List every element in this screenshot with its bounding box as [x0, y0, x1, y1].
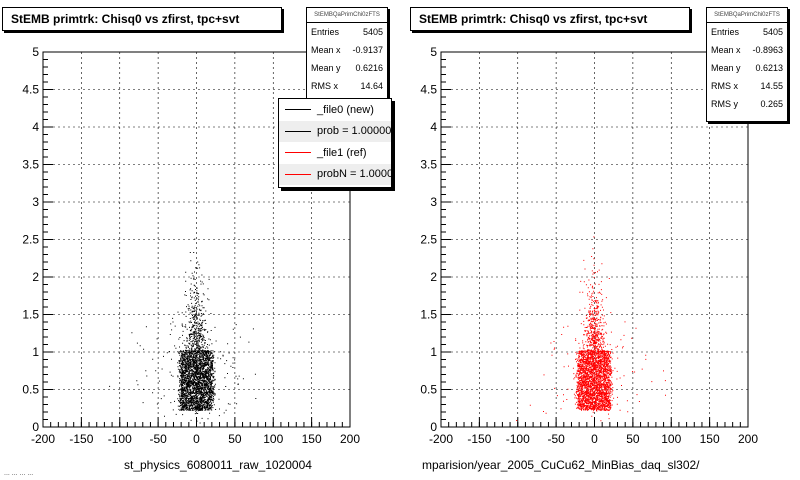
y-tick-label: 1 — [430, 345, 437, 359]
legend-line-black — [285, 130, 311, 132]
legend-line-red — [285, 152, 311, 154]
right-stats-row-rms-y: RMS y 0.265 — [711, 99, 783, 109]
x-tick-label: -200 — [429, 432, 453, 446]
y-tick-label: 4.5 — [420, 83, 437, 97]
x-tick-label: 200 — [738, 432, 758, 446]
legend-line-black — [285, 109, 311, 111]
y-tick-label: 2.5 — [420, 233, 437, 247]
right-stats-row-entries: Entries 5405 — [711, 27, 783, 37]
left-plot-title: StEMB primtrk: Chisq0 vs zfirst, tpc+svt — [2, 7, 282, 31]
right-stats-name: StEMBQaPrimChi0zFTS — [707, 8, 787, 23]
right-plot-title: StEMB primtrk: Chisq0 vs zfirst, tpc+svt — [410, 7, 690, 31]
right-stats-row-rms-x: RMS x 14.55 — [711, 81, 783, 91]
legend-box: _file0 (new) prob = 1.000000 _file1 (ref… — [278, 98, 392, 188]
left-stats-row-rms-x: RMS x 14.64 — [311, 81, 383, 91]
legend-entry-file0: _file0 (new) — [279, 99, 391, 121]
y-tick-label: 2 — [430, 270, 437, 284]
x-tick-label: 100 — [661, 432, 681, 446]
y-tick-label: 1.5 — [420, 308, 437, 322]
y-tick-label: 3 — [430, 195, 437, 209]
y-tick-label: 5 — [430, 45, 437, 59]
legend-line-red — [285, 173, 311, 175]
y-tick-label: 0.5 — [22, 383, 39, 397]
right-xaxis-label: mparision/year_2005_CuCu62_MinBias_daq_s… — [422, 458, 700, 472]
plot-right: -200 -150 -100 -50 0 50 100 150 200 0 0.5 1 1.5 2 2.5 3… — [420, 45, 758, 446]
y-tick-label: 0 — [430, 420, 437, 434]
y-tick-label: 0.5 — [420, 383, 437, 397]
y-tick-label: 0 — [32, 420, 39, 434]
y-tick-label: 2.5 — [22, 233, 39, 247]
x-tick-label: 0 — [591, 432, 598, 446]
x-tick-label: 50 — [626, 432, 640, 446]
x-tick-label: 200 — [340, 432, 360, 446]
left-stats-row-mean-y: Mean y 0.6216 — [311, 63, 383, 73]
x-tick-label: -100 — [506, 432, 530, 446]
x-tick-label: 0 — [193, 432, 200, 446]
x-tick-label: 50 — [228, 432, 242, 446]
left-stats-row-mean-x: Mean x -0.9137 — [311, 45, 383, 55]
y-tick-label: 1 — [32, 345, 39, 359]
y-tick-label: 4.5 — [22, 83, 39, 97]
y-tick-label: 3.5 — [22, 158, 39, 172]
left-xaxis-label: st_physics_6080011_raw_1020004 — [124, 458, 312, 472]
x-tick-label: -50 — [149, 432, 167, 446]
right-stats-box: StEMBQaPrimChi0zFTS Entries 5405 Mean x -0… — [706, 7, 788, 122]
x-tick-label: -150 — [467, 432, 491, 446]
y-tick-label: 1.5 — [22, 308, 39, 322]
x-tick-label: -50 — [547, 432, 565, 446]
y-tick-label: 4 — [32, 120, 39, 134]
corner-text: ... ... ... ... — [4, 470, 34, 477]
x-tick-label: 100 — [263, 432, 283, 446]
y-tick-label: 2 — [32, 270, 39, 284]
legend-entry-file1: _file1 (ref) — [279, 142, 391, 164]
x-tick-label: -200 — [31, 432, 55, 446]
x-tick-label: 150 — [700, 432, 720, 446]
x-tick-label: -150 — [69, 432, 93, 446]
y-tick-label: 4 — [430, 120, 437, 134]
scatter-points — [109, 238, 275, 424]
y-tick-label: 3 — [32, 195, 39, 209]
x-tick-label: 150 — [302, 432, 322, 446]
left-stats-box: StEMBQaPrimChi0zFTS Entries 5405 Mean x -0… — [306, 7, 388, 101]
left-stats-row-entries: Entries 5405 — [311, 27, 383, 37]
right-stats-row-mean-y: Mean y 0.6213 — [711, 63, 783, 73]
scatter-points — [516, 236, 666, 422]
y-tick-label: 5 — [32, 45, 39, 59]
x-tick-label: -100 — [108, 432, 132, 446]
legend-entry-probn: probN = 1.000000 — [279, 163, 391, 185]
right-stats-row-mean-x: Mean x -0.8963 — [711, 45, 783, 55]
legend-entry-prob: prob = 1.000000 — [279, 120, 391, 142]
y-tick-label: 3.5 — [420, 158, 437, 172]
left-stats-name: StEMBQaPrimChi0zFTS — [307, 8, 387, 23]
